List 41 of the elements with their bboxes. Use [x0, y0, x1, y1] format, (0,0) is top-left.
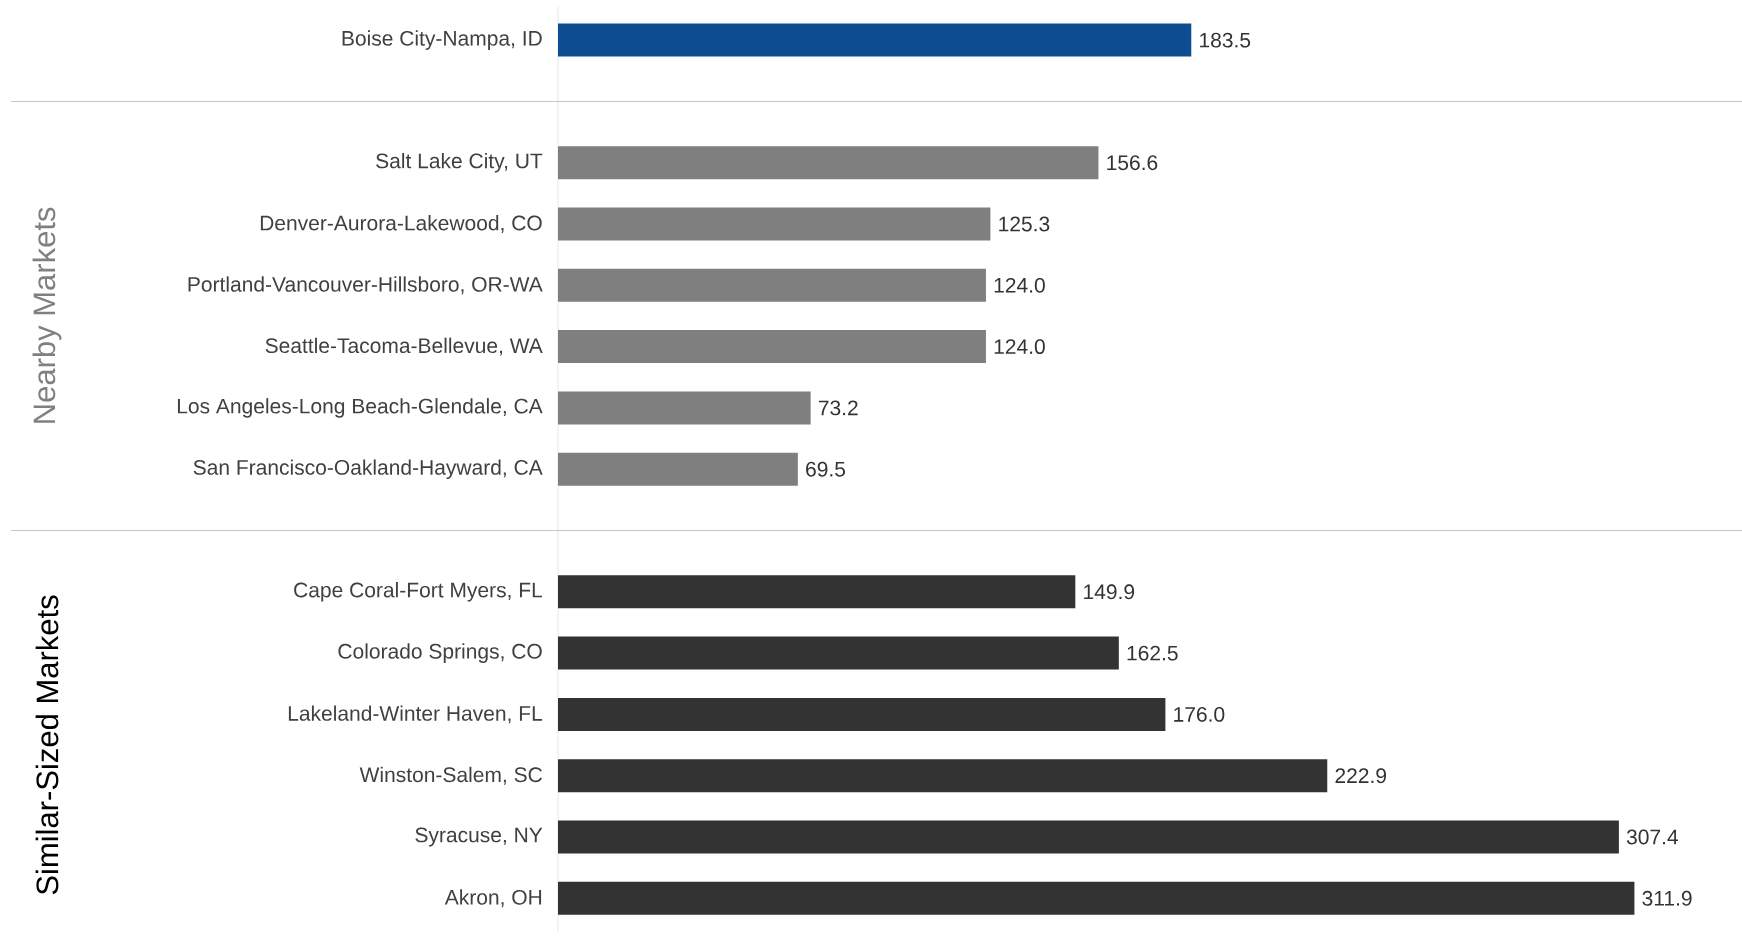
text: Similar-Sized Markets — [35, 595, 59, 895]
bar — [558, 759, 1328, 793]
data-label: 222.9 — [1335, 768, 1386, 784]
data-label: 307.4 — [1626, 829, 1678, 845]
y-tick-label: Salt Lake City, UT — [376, 152, 543, 173]
data-label: 69.5 — [806, 461, 846, 477]
y-tick-label: Seattle-Tacoma-Bellevue, WA — [265, 337, 543, 356]
data-label: 124.0 — [994, 339, 1045, 355]
y-tick-label: Lakeland-Winter Haven, FL — [288, 705, 543, 724]
y-tick-label: Colorado Springs, CO — [338, 643, 542, 663]
bar — [558, 820, 1619, 854]
y-tick-label: Portland-Vancouver-Hillsboro, OR-WA — [188, 276, 543, 295]
data-label: 311.9 — [1642, 890, 1692, 906]
data-label: 125.3 — [999, 216, 1050, 232]
y-tick-label: Boise City-Nampa, ID — [342, 30, 542, 50]
bar — [558, 697, 1166, 731]
y-tick-label: Winston-Salem, SC — [359, 766, 542, 785]
bar — [558, 575, 1076, 609]
bar — [558, 268, 986, 302]
data-label: 162.5 — [1127, 645, 1178, 661]
bar — [558, 207, 991, 241]
y-tick-label: Akron, OH — [444, 889, 542, 908]
bar — [558, 146, 1099, 180]
bar — [558, 330, 986, 364]
y-tick-label: Los Angeles-Long Beach-Glendale, CA — [177, 398, 543, 418]
bar — [558, 23, 1192, 57]
bar — [558, 391, 811, 425]
bar — [558, 636, 1119, 670]
data-label: 156.6 — [1107, 155, 1158, 171]
data-label: 183.5 — [1200, 32, 1251, 48]
data-label: 149.9 — [1084, 584, 1135, 600]
data-label: 176.0 — [1174, 706, 1225, 722]
bar — [558, 881, 1635, 915]
y-tick-label: Denver-Aurora-Lakewood, CO — [260, 215, 542, 233]
y-tick-label: Syracuse, NY — [415, 827, 543, 847]
bar — [558, 452, 798, 486]
text: Nearby Markets — [32, 207, 62, 423]
y-tick-label: Cape Coral-Fort Myers, FL — [294, 582, 543, 602]
y-tick-label: San Francisco-Oakland-Hayward, CA — [193, 459, 543, 479]
data-label: 124.0 — [994, 277, 1045, 293]
data-label: 73.2 — [818, 400, 858, 416]
